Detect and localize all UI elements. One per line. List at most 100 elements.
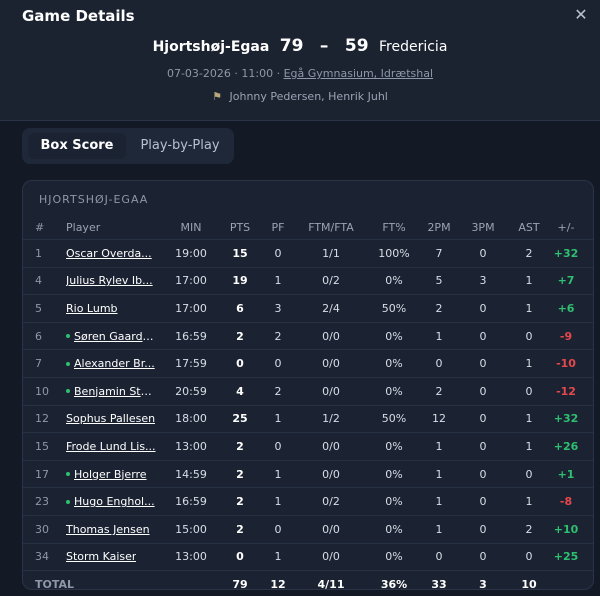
player-3pm: 0 <box>479 550 487 564</box>
player-min: 17:00 <box>175 301 207 315</box>
player-pf: 0 <box>274 357 282 371</box>
away-score: 59 <box>344 36 369 56</box>
totals-ast: 10 <box>521 577 537 590</box>
player-min: 15:00 <box>175 522 207 536</box>
col-header-pts: PTS <box>229 220 251 234</box>
player-pts: 6 <box>236 301 244 315</box>
player-2pm: 1 <box>435 522 443 536</box>
player-pts: 2 <box>236 467 244 481</box>
table-row: 23 Hugo Enghol... 16:59 2 1 0/2 0% 1 0 1 -8 <box>23 487 593 515</box>
player-ftm-fta: 0/0 <box>322 550 340 564</box>
player-min: 13:00 <box>175 439 207 453</box>
player-3pm: 0 <box>479 412 487 426</box>
player-ast: 1 <box>525 439 533 453</box>
col-header-player: Player <box>66 220 101 234</box>
player-min: 14:59 <box>175 467 207 481</box>
player-name-link[interactable]: Storm Kaiser <box>66 550 137 564</box>
player-number: 34 <box>35 550 49 564</box>
player-2pm: 7 <box>435 246 443 260</box>
modal-title: Game Details <box>22 7 135 25</box>
player-ast: 1 <box>525 357 533 371</box>
table-row: 6 Søren Gaard ... 16:59 2 2 0/0 0% 1 0 0 -9 <box>23 321 593 350</box>
player-name-link[interactable]: Sophus Pallesen <box>66 412 156 426</box>
player-name-link[interactable]: Holger Bjerre <box>74 467 147 481</box>
player-number: 7 <box>35 357 42 371</box>
player-name-link[interactable]: Alexander Br... <box>74 357 155 371</box>
player-min: 13:00 <box>175 550 207 564</box>
player-ast: 1 <box>525 495 533 509</box>
player-ft-pct: 0% <box>385 495 403 509</box>
player-ast: 0 <box>525 329 533 343</box>
table-row: 5 Rio Lumb 17:00 6 3 2/4 50% 2 0 1 +6 <box>23 294 593 322</box>
player-min: 18:00 <box>175 412 207 426</box>
player-3pm: 0 <box>479 329 487 343</box>
player-2pm: 1 <box>435 329 443 343</box>
player-ast: 2 <box>525 522 533 536</box>
close-icon[interactable]: ✕ <box>574 5 588 24</box>
player-name-link[interactable]: Julius Rylev Ib... <box>66 274 153 288</box>
player-pf: 0 <box>274 522 282 536</box>
tab-play-by-play[interactable]: Play-by-Play <box>140 138 220 153</box>
player-cell: Oscar Overda... <box>66 240 156 267</box>
player-number: 23 <box>35 495 49 509</box>
player-ftm-fta: 0/2 <box>322 495 340 509</box>
home-team-name: Hjortshøj-Egaa <box>152 39 270 55</box>
player-name-link[interactable]: Søren Gaard ... <box>74 329 156 343</box>
table-row: 10 Benjamin Ste... 20:59 4 2 0/0 0% 2 0 0 -12 <box>23 376 593 405</box>
player-pts: 2 <box>236 439 244 453</box>
tab-box-score[interactable]: Box Score <box>28 133 126 159</box>
player-ft-pct: 0% <box>385 329 403 343</box>
col-header-ast: AST <box>518 220 540 234</box>
player-name-link[interactable]: Rio Lumb <box>66 301 118 315</box>
player-2pm: 0 <box>435 550 443 564</box>
player-name-link[interactable]: Hugo Enghol... <box>74 495 155 509</box>
player-ft-pct: 50% <box>381 301 407 315</box>
scoreline: Hjortshøj-Egaa 79 – 59 Fredericia <box>0 36 600 56</box>
venue-link[interactable]: Egå Gymnasium, Idrætshal <box>283 67 434 80</box>
player-pts: 15 <box>232 246 248 260</box>
player-pts: 2 <box>236 329 244 343</box>
starter-dot-icon <box>66 472 70 477</box>
player-pf: 1 <box>274 412 282 426</box>
player-cell: Holger Bjerre <box>66 461 156 488</box>
player-3pm: 0 <box>479 384 487 398</box>
player-2pm: 1 <box>435 439 443 453</box>
player-3pm: 0 <box>479 301 487 315</box>
player-2pm: 1 <box>435 467 443 481</box>
table-row: 15 Frode Lund Lis... 13:00 2 0 0/0 0% 1 0 1 +26 <box>23 432 593 460</box>
player-ast: 0 <box>525 550 533 564</box>
player-name-link[interactable]: Benjamin Ste... <box>74 384 156 398</box>
player-ast: 0 <box>525 467 533 481</box>
home-score: 79 <box>279 36 304 56</box>
player-3pm: 0 <box>479 495 487 509</box>
player-ft-pct: 50% <box>381 412 407 426</box>
table-header: # Player MIN PTS PF FTM/FTA FT% 2PM 3PM … <box>23 215 593 239</box>
player-plus-minus: +1 <box>557 467 575 481</box>
player-min: 17:00 <box>175 274 207 288</box>
player-ft-pct: 0% <box>385 439 403 453</box>
player-plus-minus: +10 <box>553 522 579 536</box>
player-2pm: 12 <box>432 412 446 426</box>
team-label: HJORTSHØJ-EGAA <box>39 193 149 206</box>
col-header-ft-pct: FT% <box>382 220 406 234</box>
player-plus-minus: +25 <box>553 550 579 564</box>
player-ftm-fta: 0/0 <box>322 467 340 481</box>
player-pf: 1 <box>274 550 282 564</box>
player-name-link[interactable]: Oscar Overda... <box>66 246 152 260</box>
player-name-link[interactable]: Thomas Jensen <box>66 522 150 536</box>
player-ft-pct: 100% <box>378 246 410 260</box>
player-plus-minus: -10 <box>556 357 576 371</box>
player-pf: 1 <box>274 495 282 509</box>
player-name-link[interactable]: Frode Lund Lis... <box>66 439 156 453</box>
player-min: 20:59 <box>175 384 207 398</box>
player-plus-minus: +32 <box>553 412 579 426</box>
player-cell: Thomas Jensen <box>66 516 156 543</box>
table-row: 7 Alexander Br... 17:59 0 0 0/0 0% 0 0 1 -10 <box>23 349 593 377</box>
player-plus-minus: -12 <box>556 384 576 398</box>
totals-row: TOTAL 79 12 4/11 36% 33 3 10 <box>23 570 593 590</box>
player-min: 17:59 <box>175 357 207 371</box>
player-number: 5 <box>35 301 42 315</box>
player-pf: 2 <box>274 329 282 343</box>
col-header-min: MIN <box>180 220 202 234</box>
player-cell: Benjamin Ste... <box>66 378 156 405</box>
